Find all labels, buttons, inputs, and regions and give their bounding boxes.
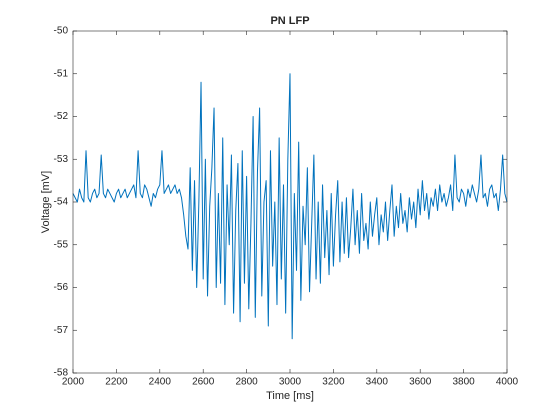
x-tick-label: 4000: [496, 377, 519, 388]
y-tick-label: -56: [54, 282, 69, 293]
y-tick-label: -52: [54, 111, 69, 122]
y-tick-label: -57: [54, 325, 69, 336]
y-tick-label: -50: [54, 26, 69, 37]
chart-title: PN LFP: [270, 15, 309, 27]
x-tick-label: 2400: [149, 377, 172, 388]
x-tick-label: 3000: [279, 377, 302, 388]
y-tick-label: -58: [54, 368, 69, 379]
y-tick-label: -53: [54, 154, 69, 165]
x-tick-label: 2200: [105, 377, 128, 388]
data-line: [72, 73, 508, 340]
x-tick-label: 2000: [62, 377, 85, 388]
x-tick-label: 2800: [235, 377, 258, 388]
y-tick-label: -51: [54, 68, 69, 79]
y-tick-label: -55: [54, 239, 69, 250]
y-tick-label: -54: [54, 197, 69, 208]
x-tick-label: 3200: [322, 377, 345, 388]
x-tick-label: 3400: [366, 377, 389, 388]
axes-box: [72, 30, 508, 374]
y-axis-label: Voltage [mV]: [40, 171, 52, 233]
x-tick-label: 2600: [192, 377, 215, 388]
x-axis-label: Time [ms]: [266, 390, 314, 402]
x-tick-label: 3600: [409, 377, 432, 388]
x-tick-label: 3800: [452, 377, 475, 388]
